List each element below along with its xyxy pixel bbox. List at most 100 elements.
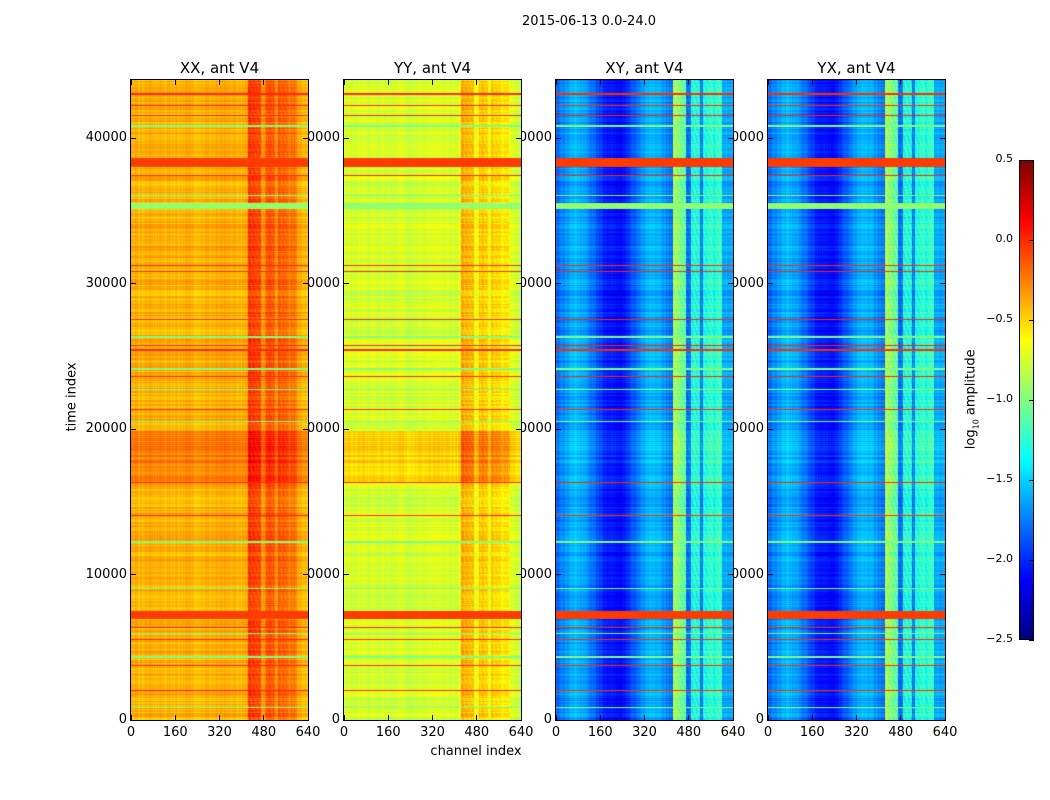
x-tick-mark — [343, 80, 345, 85]
x-tick-mark — [263, 715, 265, 720]
x-tick-label: 320 — [420, 725, 445, 740]
x-tick-mark — [130, 80, 132, 85]
x-tick-label: 160 — [375, 725, 401, 740]
y-tick-mark — [516, 283, 521, 285]
x-tick-label: 320 — [207, 725, 232, 740]
x-tick-mark — [732, 715, 734, 720]
x-tick-mark — [387, 80, 389, 85]
y-tick-mark — [556, 428, 561, 430]
y-tick-label: 0 — [543, 712, 552, 727]
y-tick-mark — [940, 283, 945, 285]
x-tick-label: 160 — [799, 725, 825, 740]
y-tick-mark — [940, 428, 945, 430]
y-tick-label: 30000 — [85, 275, 127, 291]
x-tick-label: 640 — [508, 725, 534, 740]
x-tick-label: 640 — [295, 725, 321, 740]
x-tick-mark — [432, 80, 433, 85]
x-tick-mark — [644, 715, 645, 720]
x-tick-mark — [130, 715, 132, 720]
x-tick-label: 480 — [464, 725, 490, 740]
colorbar-tick-mark — [1029, 399, 1034, 401]
x-tick-label: 320 — [844, 725, 869, 740]
colorbar-tick-mark — [1029, 559, 1034, 561]
y-tick-mark — [303, 574, 308, 576]
x-tick-mark — [688, 80, 690, 85]
x-tick-mark — [307, 80, 309, 85]
heatmap-xx — [130, 79, 309, 721]
x-tick-mark — [856, 715, 857, 720]
y-tick-mark — [768, 719, 773, 721]
y-tick-mark — [516, 428, 521, 430]
x-tick-mark — [644, 80, 645, 85]
x-tick-label: 0 — [126, 725, 136, 740]
y-tick-mark — [728, 719, 733, 721]
x-tick-mark — [767, 80, 769, 85]
x-tick-mark — [387, 715, 389, 720]
colorbar-tick-label: −1.0 — [986, 392, 1013, 405]
y-tick-mark — [728, 428, 733, 430]
heatmap-yy — [343, 79, 522, 721]
x-tick-label: 160 — [162, 725, 188, 740]
heatmap-xy — [555, 79, 734, 721]
y-tick-mark — [940, 574, 945, 576]
colorbar-tick-label: −2.0 — [986, 552, 1013, 565]
y-tick-mark — [516, 574, 521, 576]
x-tick-mark — [767, 715, 769, 720]
x-tick-label: 0 — [763, 725, 773, 740]
x-tick-label: 0 — [339, 725, 349, 740]
y-tick-mark — [131, 283, 136, 285]
y-tick-mark — [303, 428, 308, 430]
y-tick-label: 0 — [331, 712, 340, 727]
x-tick-mark — [599, 715, 601, 720]
x-tick-mark — [219, 80, 220, 85]
y-tick-label: 20000 — [85, 421, 127, 437]
x-tick-label: 320 — [632, 725, 657, 740]
x-tick-mark — [732, 80, 734, 85]
colorbar-tick-mark — [1029, 159, 1034, 161]
x-tick-mark — [263, 80, 265, 85]
y-tick-mark — [768, 574, 773, 576]
colorbar-tick-mark — [1029, 639, 1034, 641]
y-tick-label: 0 — [118, 712, 127, 727]
x-tick-mark — [555, 80, 557, 85]
y-tick-mark — [768, 137, 773, 139]
x-tick-mark — [432, 715, 433, 720]
y-tick-mark — [516, 719, 521, 721]
y-tick-mark — [768, 428, 773, 430]
y-tick-mark — [940, 137, 945, 139]
x-tick-label: 480 — [676, 725, 702, 740]
panel-title: YX, ant V4 — [817, 59, 896, 77]
x-tick-mark — [811, 715, 813, 720]
x-tick-mark — [307, 715, 309, 720]
x-tick-mark — [856, 80, 857, 85]
x-tick-mark — [219, 715, 220, 720]
colorbar-tick-label: −0.5 — [986, 312, 1013, 325]
panel-title: XY, ant V4 — [605, 59, 684, 77]
x-tick-mark — [944, 80, 946, 85]
colorbar-tick-label: 0.5 — [995, 152, 1014, 165]
y-tick-mark — [516, 137, 521, 139]
y-tick-mark — [344, 428, 349, 430]
y-tick-mark — [728, 574, 733, 576]
x-tick-mark — [811, 80, 813, 85]
y-tick-mark — [344, 137, 349, 139]
y-tick-mark — [556, 719, 561, 721]
y-tick-mark — [303, 283, 308, 285]
x-tick-mark — [555, 715, 557, 720]
x-tick-mark — [900, 80, 902, 85]
colorbar-tick-mark — [1029, 319, 1034, 321]
colorbar-tick-label: −1.5 — [986, 472, 1013, 485]
y-tick-mark — [303, 719, 308, 721]
x-tick-mark — [520, 80, 522, 85]
x-tick-label: 480 — [888, 725, 914, 740]
x-tick-mark — [520, 715, 522, 720]
y-tick-mark — [728, 283, 733, 285]
x-tick-label: 480 — [251, 725, 277, 740]
y-tick-label: 0 — [755, 712, 764, 727]
y-tick-mark — [131, 719, 136, 721]
x-tick-mark — [944, 715, 946, 720]
y-tick-label: 10000 — [85, 566, 127, 582]
colorbar-tick-label: −2.5 — [986, 632, 1013, 645]
x-axis-label: channel index — [430, 744, 522, 759]
panel-title: XX, ant V4 — [179, 59, 260, 77]
